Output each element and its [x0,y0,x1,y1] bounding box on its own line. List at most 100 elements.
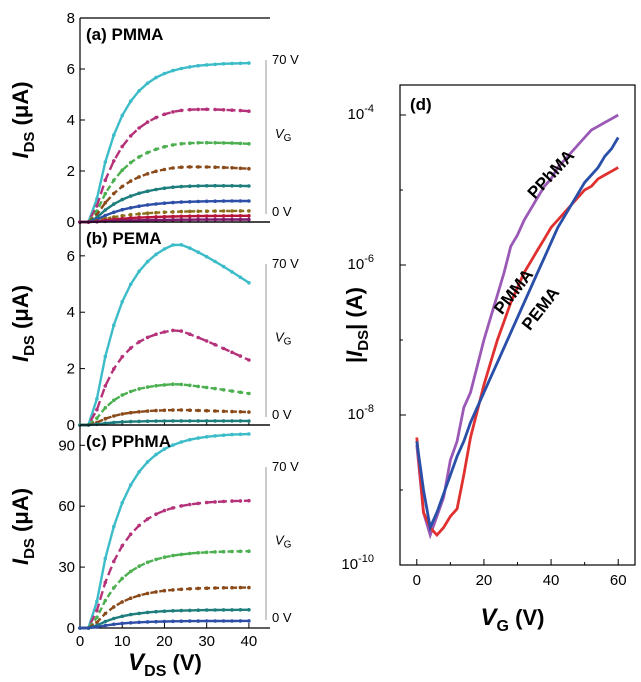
data-point [196,217,200,222]
data-point [179,504,184,508]
data-point [230,619,234,623]
data-point [95,407,99,412]
data-point [179,214,184,219]
data-point [188,551,192,556]
data-point [112,622,116,627]
data-point [188,419,192,423]
data-point [179,552,184,557]
data-point [137,126,141,130]
data-point [188,184,192,188]
vg-axis-label: VG [275,126,292,144]
data-point [171,382,175,387]
data-point [162,214,167,219]
vg-top-label: 70 V [272,459,299,474]
data-point [221,62,226,66]
data-point [196,335,200,340]
data-point [238,141,243,146]
data-point [137,269,141,274]
data-point [230,214,234,218]
data-point [145,211,150,215]
data-point [120,168,124,172]
data-point [128,419,133,424]
data-point [230,199,234,203]
data-point [238,585,243,590]
data-point [213,141,217,145]
data-point [162,408,167,413]
data-point [137,523,141,528]
data-point [188,408,192,413]
data-point [213,199,217,203]
y-axis-title: IDS (μA) [8,488,38,565]
data-point [112,210,116,215]
x-tick-label: 10 [114,633,131,650]
data-point [112,524,116,529]
data-point [145,620,150,624]
data-point [154,512,158,516]
data-point [188,383,192,388]
data-point [137,564,141,568]
data-point [213,586,217,590]
data-point [145,81,150,85]
x-tick-label: 0 [413,572,421,589]
data-point [95,608,99,613]
data-point [247,432,251,436]
panel-label: (d) [410,95,432,114]
data-point [230,499,234,503]
data-point [196,141,200,145]
y-tick-label: 4 [67,112,75,129]
data-point [120,184,124,189]
data-point [145,517,150,521]
data-point [112,133,116,137]
data-point [221,184,226,188]
data-point [120,412,124,416]
x-axis-title: VDS (V) [128,649,202,680]
data-point [145,460,150,464]
data-point [154,115,158,120]
data-point [162,609,167,613]
data-point [204,199,209,204]
data-point [230,549,234,554]
data-point [103,421,108,426]
data-point [247,498,251,503]
data-point [221,433,226,438]
data-point [230,585,234,590]
data-point [137,419,141,424]
data-point [145,335,150,340]
data-point [154,210,158,215]
data-point [179,184,184,189]
data-point [171,243,175,247]
vg-bottom-label: 0 V [272,204,292,219]
data-point [238,354,243,358]
data-point [221,586,226,590]
data-point [221,214,226,218]
data-point [145,560,150,565]
data-point [112,586,116,590]
data-point [120,144,124,149]
data-point [196,214,200,218]
data-point [247,419,251,423]
y-tick-label: 2 [67,163,75,180]
data-point [204,209,209,213]
data-point [162,201,167,205]
data-point [171,214,175,219]
data-point [204,165,209,169]
data-point [238,432,243,437]
y-axis-title: IDS (μA) [8,285,38,362]
data-point [112,367,116,371]
data-point [179,209,184,214]
data-point [238,108,243,113]
data-point [78,626,82,630]
data-point [171,185,175,189]
data-point [103,556,108,561]
data-point [162,508,167,513]
data-point [128,160,133,165]
data-point [120,197,124,202]
data-point [221,264,226,269]
data-point [188,165,192,169]
data-point [213,259,217,264]
data-point [154,557,158,562]
data-point [204,140,209,145]
data-point [230,270,234,274]
data-point [145,591,150,596]
vg-top-label: 70 V [272,256,299,271]
